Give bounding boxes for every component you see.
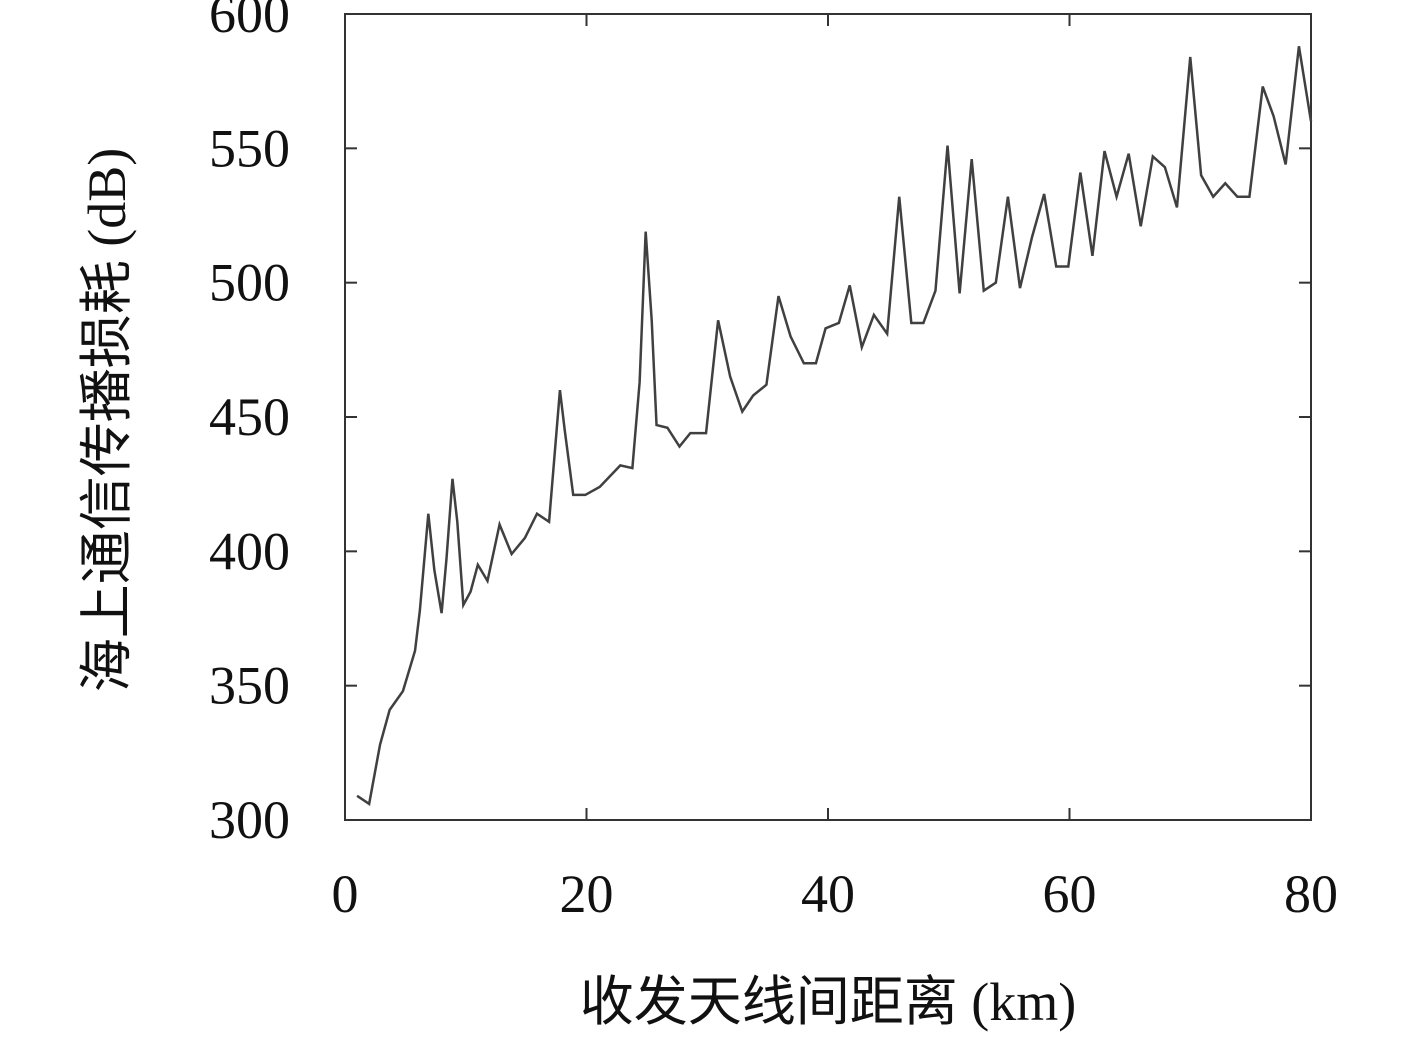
plot-frame: [344, 13, 1312, 821]
y-tick-label: 300: [209, 790, 290, 850]
data-line: [356, 46, 1313, 806]
x-axis-label: 收发天线间距离 (km): [580, 972, 1076, 1032]
y-tick-label: 550: [209, 118, 290, 178]
y-tick-label: 500: [209, 253, 290, 313]
y-axis-label: 海上通信传播损耗 (dB): [77, 148, 137, 692]
y-tick-label: 450: [209, 387, 290, 447]
x-tick-label: 20: [560, 864, 614, 924]
x-tick-label: 80: [1284, 864, 1338, 924]
x-tick-label: 40: [801, 864, 855, 924]
x-tick-label: 0: [332, 864, 359, 924]
y-tick-label: 350: [209, 656, 290, 716]
x-tick-label: 60: [1043, 864, 1097, 924]
y-tick-label: 400: [209, 521, 290, 581]
y-tick-label: 600: [209, 0, 290, 44]
